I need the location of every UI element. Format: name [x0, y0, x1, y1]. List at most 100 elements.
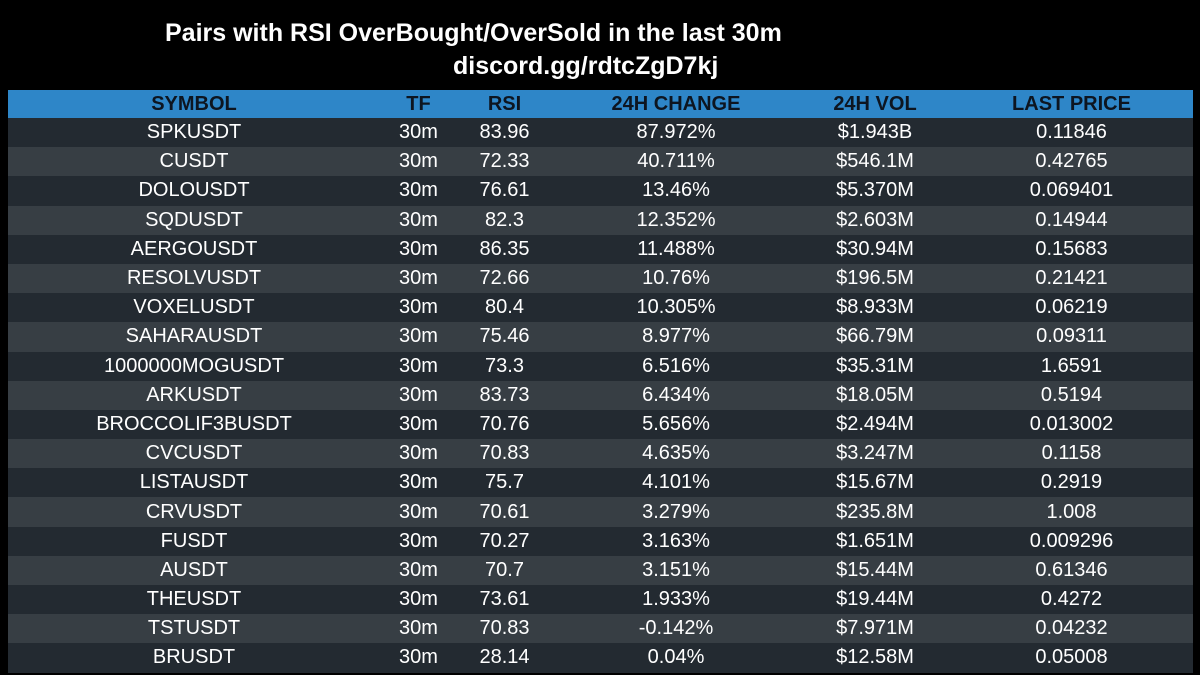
- column-header-24h-change: 24H CHANGE: [611, 92, 741, 115]
- cell-24h-vol: $18.05M: [836, 383, 914, 406]
- cell-24h-change: 4.635%: [642, 442, 710, 465]
- cell-24h-change: 40.711%: [637, 150, 715, 173]
- cell-symbol: SAHARAUSDT: [125, 325, 263, 348]
- cell-symbol: RESOLVUSDT: [126, 267, 262, 290]
- cell-24h-change: 3.151%: [642, 558, 710, 581]
- cell-24h-vol: $7.971M: [836, 617, 914, 640]
- cell-tf: 30m: [399, 325, 438, 348]
- cell-24h-change: 5.656%: [642, 412, 710, 435]
- cell-rsi: 83.73: [479, 383, 530, 406]
- cell-24h-vol: $1.651M: [836, 529, 914, 552]
- cell-24h-vol: $15.44M: [836, 558, 914, 581]
- cell-24h-change: -0.142%: [638, 617, 714, 640]
- cell-24h-vol: $2.494M: [836, 412, 914, 435]
- cell-rsi: 72.66: [479, 267, 530, 290]
- cell-24h-vol: $12.58M: [836, 646, 914, 669]
- cell-last-price: 1.008: [1046, 500, 1097, 523]
- cell-symbol: AERGOUSDT: [130, 237, 258, 260]
- cell-tf: 30m: [399, 412, 438, 435]
- cell-symbol: BROCCOLIF3BUSDT: [96, 412, 292, 435]
- cell-rsi: 76.61: [479, 179, 530, 202]
- cell-last-price: 0.61346: [1035, 558, 1108, 581]
- cell-tf: 30m: [399, 296, 438, 319]
- column-header-rsi: RSI: [487, 92, 522, 115]
- cell-24h-change: 8.977%: [642, 325, 710, 348]
- cell-tf: 30m: [399, 558, 438, 581]
- cell-tf: 30m: [399, 588, 438, 611]
- cell-24h-vol: $19.44M: [836, 588, 914, 611]
- cell-24h-vol: $3.247M: [836, 442, 914, 465]
- table-row: AUSDT 30m 70.7 3.151% $15.44M 0.61346: [8, 555, 1193, 585]
- table-row: AERGOUSDT 30m 86.35 11.488% $30.94M 0.15683: [8, 234, 1193, 264]
- table-row: CVCUSDT 30m 70.83 4.635% $3.247M 0.1158: [8, 439, 1193, 469]
- cell-symbol: TSTUSDT: [147, 617, 241, 640]
- cell-24h-vol: $66.79M: [836, 325, 914, 348]
- cell-symbol: CUSDT: [159, 150, 229, 173]
- cell-rsi: 70.76: [479, 412, 530, 435]
- cell-symbol: THEUSDT: [146, 588, 242, 611]
- cell-last-price: 0.04232: [1035, 617, 1108, 640]
- cell-tf: 30m: [399, 208, 438, 231]
- cell-last-price: 0.09311: [1036, 325, 1107, 348]
- cell-tf: 30m: [399, 179, 438, 202]
- cell-24h-vol: $30.94M: [836, 237, 914, 260]
- cell-tf: 30m: [399, 617, 438, 640]
- cell-rsi: 73.3: [485, 354, 524, 377]
- cell-tf: 30m: [399, 646, 438, 669]
- cell-rsi: 70.61: [479, 500, 530, 523]
- table-row: RESOLVUSDT 30m 72.66 10.76% $196.5M 0.21421: [8, 263, 1193, 294]
- table-row: FUSDT 30m 70.27 3.163% $1.651M 0.009296: [8, 526, 1193, 556]
- cell-last-price: 0.009296: [1029, 529, 1114, 552]
- cell-24h-vol: $1.943B: [837, 121, 913, 144]
- cell-24h-vol: $15.67M: [836, 471, 914, 494]
- discord-link: discord.gg/rdtcZgD7kj: [453, 52, 719, 80]
- cell-rsi: 70.83: [479, 617, 530, 640]
- cell-24h-change: 6.516%: [642, 354, 710, 377]
- cell-last-price: 0.14944: [1035, 208, 1108, 231]
- cell-tf: 30m: [399, 237, 438, 260]
- cell-24h-vol: $2.603M: [836, 208, 914, 231]
- cell-last-price: 0.013002: [1029, 412, 1114, 435]
- cell-24h-vol: $196.5M: [836, 267, 914, 290]
- cell-24h-change: 12.352%: [636, 208, 716, 231]
- cell-last-price: 0.2919: [1040, 471, 1103, 494]
- cell-tf: 30m: [399, 442, 438, 465]
- cell-24h-vol: $35.31M: [836, 354, 914, 377]
- table-row: BRUSDT 30m 28.14 0.04% $12.58M 0.05008: [8, 643, 1193, 673]
- column-header-tf: TF: [406, 92, 431, 115]
- cell-last-price: 0.05008: [1035, 646, 1108, 669]
- column-header-last-price: LAST PRICE: [1012, 92, 1131, 115]
- cell-rsi: 70.7: [485, 558, 524, 581]
- cell-tf: 30m: [399, 121, 438, 144]
- cell-rsi: 28.14: [479, 646, 530, 669]
- cell-rsi: 70.27: [479, 529, 530, 552]
- cell-symbol: CRVUSDT: [145, 500, 243, 523]
- cell-rsi: 86.35: [479, 237, 530, 260]
- cell-symbol: VOXELUSDT: [133, 296, 255, 319]
- cell-last-price: 0.15683: [1035, 237, 1108, 260]
- title-block: Pairs with RSI OverBought/OverSold in th…: [0, 16, 1200, 82]
- table-row: BROCCOLIF3BUSDT 30m 70.76 5.656% $2.494M 0.01…: [8, 409, 1193, 440]
- cell-last-price: 0.069401: [1029, 179, 1114, 202]
- cell-tf: 30m: [399, 150, 438, 173]
- table-row: LISTAUSDT 30m 75.7 4.101% $15.67M 0.2919: [8, 468, 1193, 498]
- page-title: Pairs with RSI OverBought/OverSold in th…: [165, 19, 782, 47]
- table-row: 1000000MOGUSDT 30m 73.3 6.516% $35.31M 1.6591: [8, 351, 1193, 381]
- cell-symbol: BRUSDT: [152, 646, 236, 669]
- cell-symbol: ARKUSDT: [146, 383, 242, 406]
- cell-symbol: DOLOUSDT: [138, 179, 250, 202]
- table-row: CRVUSDT 30m 70.61 3.279% $235.8M 1.008: [8, 497, 1193, 527]
- cell-last-price: 0.06219: [1035, 296, 1108, 319]
- table-row: VOXELUSDT 30m 80.4 10.305% $8.933M 0.06219: [8, 293, 1193, 323]
- cell-last-price: 1.6591: [1040, 354, 1103, 377]
- cell-last-price: 0.11846: [1036, 121, 1107, 144]
- cell-last-price: 0.1158: [1041, 442, 1102, 465]
- table-row: CUSDT 30m 72.33 40.711% $546.1M 0.42765: [8, 147, 1193, 177]
- cell-last-price: 0.21421: [1035, 267, 1108, 290]
- cell-24h-vol: $546.1M: [836, 150, 914, 173]
- cell-symbol: 1000000MOGUSDT: [103, 354, 285, 377]
- cell-last-price: 0.42765: [1035, 150, 1108, 173]
- cell-24h-change: 10.305%: [636, 296, 716, 319]
- column-header-symbol: SYMBOL: [151, 92, 237, 115]
- cell-tf: 30m: [399, 267, 438, 290]
